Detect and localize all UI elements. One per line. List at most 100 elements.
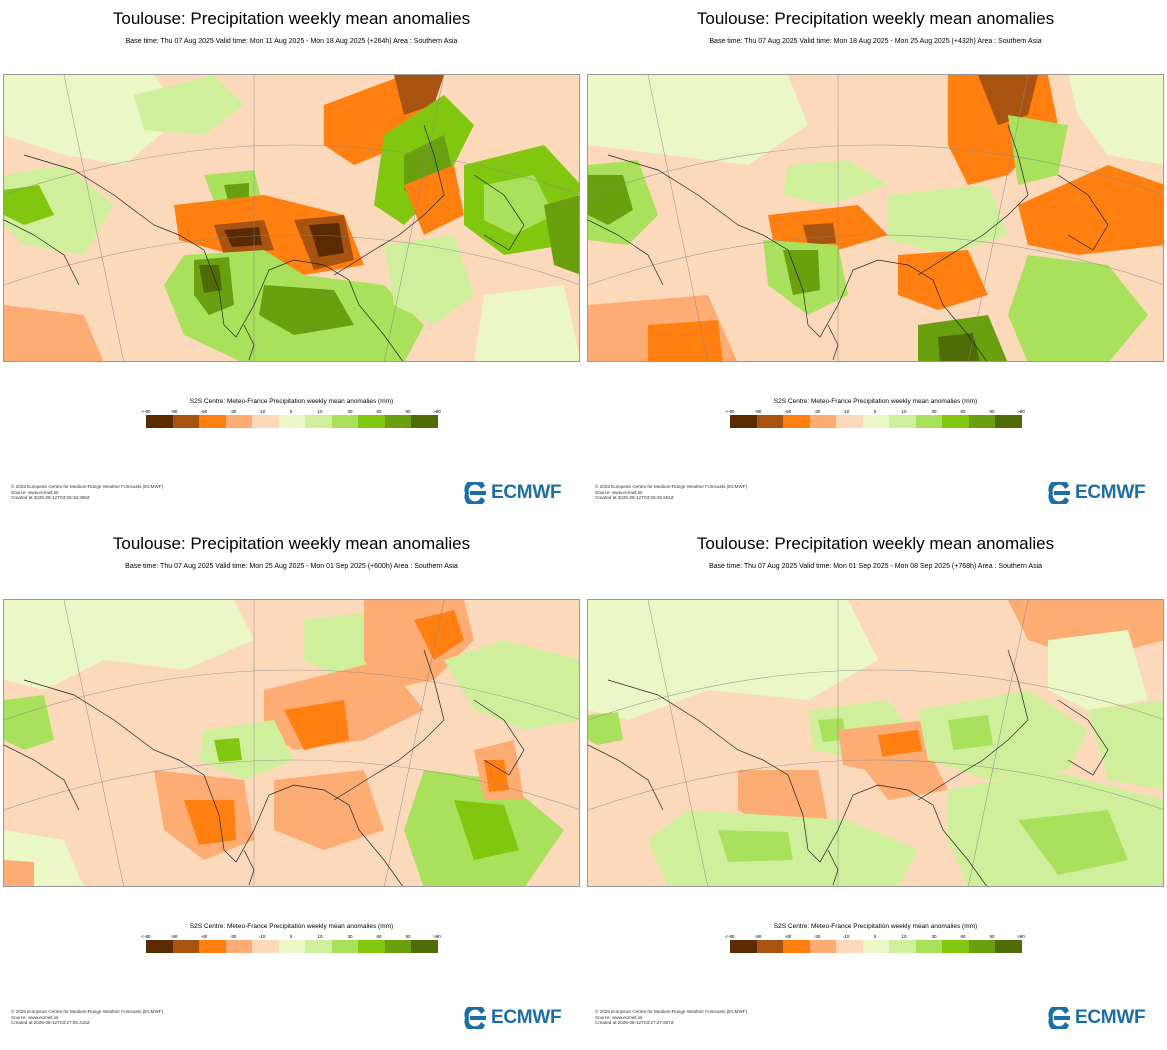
created-line: Created at 2025-08-12T03:26:45.551Z — [595, 495, 674, 501]
legend-tick: 90 — [405, 934, 411, 939]
panel-title: Toulouse: Precipitation weekly mean anom… — [696, 9, 1055, 28]
anomaly-map[interactable] — [3, 74, 580, 362]
copyright-line: © 2025 European Centre for Medium-Range … — [595, 1009, 748, 1014]
panel-subtitle: Base time: Thu 07 Aug 2025 Valid time: M… — [125, 38, 458, 45]
ecmwf-logo-icon — [1048, 482, 1070, 504]
legend-tick: >90 — [1017, 409, 1025, 414]
legend-swatch — [889, 940, 916, 953]
ecmwf-logo-text: ECMWF — [491, 1007, 562, 1028]
copyright-footer: © 2025 European Centre for Medium-Range … — [11, 1009, 163, 1026]
legend-tick: <-90 — [725, 409, 735, 414]
ecmwf-logo: ECMWF — [462, 480, 562, 506]
panel-title: Toulouse: Precipitation weekly mean anom… — [112, 9, 471, 28]
legend-swatch — [783, 940, 810, 953]
legend-swatch — [889, 415, 916, 428]
created-line: Created at 2025-08-12T03:27:05.216Z — [11, 1020, 90, 1026]
legend-swatch — [862, 940, 890, 953]
legend-swatch — [278, 415, 306, 428]
legend-tick: 10 — [901, 934, 907, 939]
ecmwf-logo-text: ECMWF — [491, 482, 562, 503]
legend-tick: 10 — [317, 934, 323, 939]
legend-tick: 0 — [289, 934, 293, 939]
panel-title: Toulouse: Precipitation weekly mean anom… — [112, 534, 471, 553]
legend-tick: 30 — [931, 409, 937, 414]
legend-tick: 0 — [873, 409, 877, 414]
ecmwf-logo: ECMWF — [462, 1005, 562, 1031]
legend-swatch — [942, 415, 969, 428]
anomaly-map[interactable] — [587, 74, 1164, 362]
ecmwf-logo-icon — [1048, 1007, 1070, 1029]
legend-swatch — [252, 940, 279, 953]
legend-swatch — [809, 415, 837, 428]
legend-colorbar — [146, 415, 439, 428]
legend-tick: 60 — [376, 409, 382, 414]
legend-tick: -30 — [229, 409, 237, 414]
legend-swatch — [384, 940, 412, 953]
copyright-line: © 2025 European Centre for Medium-Range … — [11, 484, 164, 489]
anomaly-map[interactable] — [587, 599, 1164, 887]
legend-tick: 60 — [376, 934, 382, 939]
legend-title: S2S Centre: Meteo-France Precipitation w… — [773, 398, 978, 405]
copyright-footer: © 2025 European Centre for Medium-Range … — [595, 484, 747, 501]
legend-tick: -90 — [754, 934, 762, 939]
forecast-panel-week2: Toulouse: Precipitation weekly mean anom… — [584, 0, 1167, 525]
legend-tick: <-90 — [725, 934, 735, 939]
legend-tick: 90 — [989, 409, 995, 414]
legend-tick: >90 — [433, 934, 441, 939]
legend-swatch — [942, 940, 969, 953]
copyright-footer: © 2025 European Centre for Medium-Range … — [11, 484, 163, 501]
legend-tick: 90 — [989, 934, 995, 939]
legend-ticks: <-90 -90 -60 -30 -10 0 10 30 60 90 >90 — [723, 409, 1029, 415]
legend-tick: <-90 — [141, 409, 151, 414]
legend-tick: -60 — [200, 409, 208, 414]
legend-swatch — [305, 415, 332, 428]
panel-subtitle: Base time: Thu 07 Aug 2025 Valid time: M… — [708, 563, 1043, 570]
legend-swatch — [836, 415, 863, 428]
legend-tick: 0 — [289, 409, 293, 414]
ecmwf-logo-text: ECMWF — [1075, 1007, 1146, 1028]
legend-ticks: <-90 -90 -60 -30 -10 0 10 30 60 90 >90 — [723, 934, 1029, 940]
legend-tick: <-90 — [141, 934, 151, 939]
created-line: Created at 2025-08-12T03:27:27.807Z — [595, 1020, 674, 1026]
legend-swatch — [411, 940, 439, 953]
legend-tick: -60 — [784, 409, 792, 414]
legend-swatch — [172, 415, 200, 428]
legend-swatch — [862, 415, 890, 428]
legend-ticks: <-90 -90 -60 -30 -10 0 10 30 60 90 >90 — [139, 934, 445, 940]
legend-swatch — [278, 940, 306, 953]
source-line[interactable]: Source: www.ecmwf.int — [11, 1014, 59, 1020]
ecmwf-logo: ECMWF — [1046, 1005, 1146, 1031]
panel-subtitle: Base time: Thu 07 Aug 2025 Valid time: M… — [125, 563, 458, 570]
legend-colorbar — [730, 940, 1023, 953]
ecmwf-logo-text: ECMWF — [1075, 482, 1146, 503]
panel-title: Toulouse: Precipitation weekly mean anom… — [696, 534, 1055, 553]
legend-swatch — [730, 415, 757, 428]
legend-swatch — [968, 940, 996, 953]
ecmwf-logo-icon — [464, 482, 486, 504]
legend-swatch — [225, 415, 253, 428]
legend-swatch — [915, 940, 943, 953]
legend-swatch — [199, 415, 226, 428]
legend-tick: >90 — [433, 409, 441, 414]
legend-swatch — [331, 415, 359, 428]
legend-swatch — [756, 940, 784, 953]
legend-swatch — [915, 415, 943, 428]
legend-tick: -30 — [813, 934, 821, 939]
anomaly-map[interactable] — [3, 599, 580, 887]
legend-swatch — [995, 940, 1023, 953]
legend-tick: 60 — [960, 409, 966, 414]
legend-swatch — [172, 940, 200, 953]
legend-swatch — [836, 940, 863, 953]
legend-swatch — [730, 940, 757, 953]
legend-swatch — [783, 415, 810, 428]
source-line[interactable]: Source: www.ecmwf.int — [595, 1014, 643, 1020]
legend-tick: 30 — [931, 934, 937, 939]
legend-tick: 10 — [317, 409, 323, 414]
source-line[interactable]: Source: www.ecmwf.int — [11, 489, 59, 495]
panel-subtitle: Base time: Thu 07 Aug 2025 Valid time: M… — [709, 38, 1042, 45]
legend-swatch — [809, 940, 837, 953]
source-line[interactable]: Source: www.ecmwf.int — [595, 489, 643, 495]
copyright-line: © 2025 European Centre for Medium-Range … — [11, 1009, 164, 1014]
legend-swatch — [995, 415, 1023, 428]
legend-swatch — [331, 940, 359, 953]
